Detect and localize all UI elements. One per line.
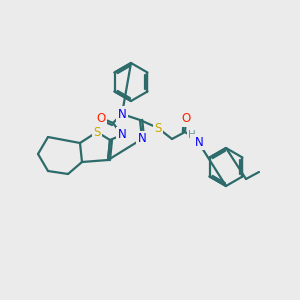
Text: N: N [118,128,126,142]
Text: O: O [182,112,190,125]
Text: N: N [195,136,203,148]
Text: N: N [118,107,126,121]
Text: N: N [138,133,146,146]
Text: H: H [188,130,196,140]
Text: O: O [96,112,106,124]
Text: S: S [93,125,101,139]
Text: S: S [154,122,162,134]
